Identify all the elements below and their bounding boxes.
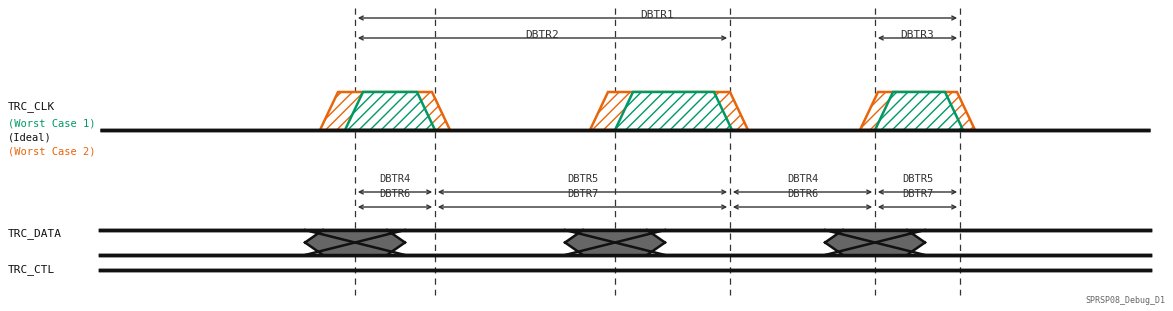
Text: DBTR5: DBTR5 (567, 174, 598, 184)
Text: DBTR4: DBTR4 (787, 174, 818, 184)
Text: (Worst Case 1): (Worst Case 1) (8, 118, 95, 128)
Text: (Ideal): (Ideal) (8, 132, 52, 142)
Text: DBTR7: DBTR7 (902, 189, 934, 199)
Text: DBTR6: DBTR6 (787, 189, 818, 199)
Polygon shape (305, 230, 405, 255)
Text: DBTR3: DBTR3 (901, 30, 935, 40)
Polygon shape (615, 92, 732, 130)
Polygon shape (590, 92, 748, 130)
Text: TRC_CTL: TRC_CTL (8, 265, 55, 276)
Text: DBTR6: DBTR6 (379, 189, 411, 199)
Polygon shape (345, 92, 435, 130)
Text: TRC_CLK: TRC_CLK (8, 102, 55, 113)
Text: DBTR2: DBTR2 (526, 30, 560, 40)
Polygon shape (320, 92, 450, 130)
Text: DBTR1: DBTR1 (640, 10, 674, 20)
Text: DBTR7: DBTR7 (567, 189, 598, 199)
Polygon shape (875, 92, 963, 130)
Text: (Worst Case 2): (Worst Case 2) (8, 147, 95, 157)
Text: DBTR4: DBTR4 (379, 174, 411, 184)
Text: SPRSP08_Debug_D1: SPRSP08_Debug_D1 (1085, 296, 1165, 305)
Text: DBTR5: DBTR5 (902, 174, 934, 184)
Polygon shape (825, 230, 925, 255)
Polygon shape (860, 92, 975, 130)
Text: TRC_DATA: TRC_DATA (8, 229, 62, 239)
Polygon shape (565, 230, 665, 255)
